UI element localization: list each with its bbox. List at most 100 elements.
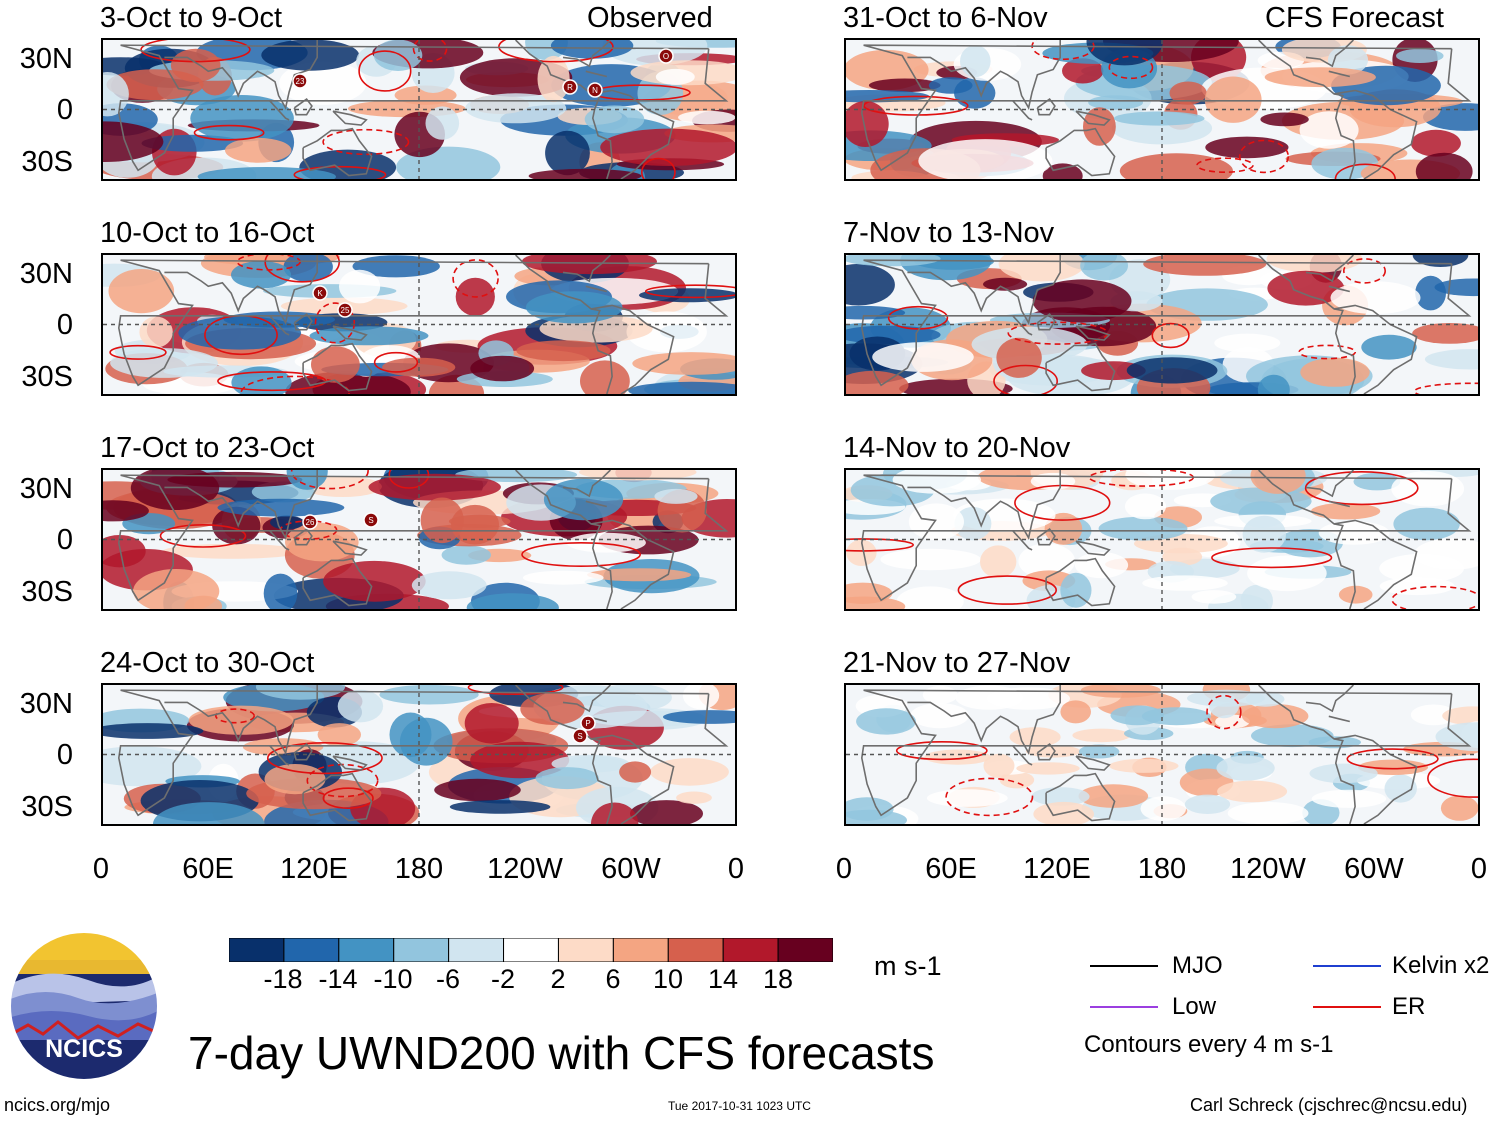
coastline	[562, 470, 611, 498]
figure-title: 7-day UWND200 with CFS forecasts	[188, 1027, 935, 1079]
wind-anomaly-blob	[1245, 691, 1285, 707]
wind-anomaly-blob	[908, 503, 964, 541]
column-header-observed: Observed	[587, 2, 713, 34]
wind-anomaly-blob	[103, 746, 202, 787]
website-link[interactable]: ncics.org/mjo	[4, 1095, 111, 1115]
storm-marker: O	[658, 48, 674, 64]
wind-anomaly-blob	[1412, 323, 1478, 344]
wind-anomaly-blob	[1119, 153, 1233, 179]
wind-anomaly-blob	[960, 45, 991, 78]
wind-anomaly-blob	[650, 758, 729, 786]
wind-anomaly-blob	[103, 500, 149, 522]
wind-anomaly-blob	[626, 311, 707, 353]
colorbar-swatch	[612, 937, 669, 963]
er-contour	[641, 157, 676, 179]
legend-label-low: Low	[1172, 993, 1217, 1020]
storm-marker: R	[562, 79, 578, 95]
wind-anomaly-blob	[1440, 795, 1478, 821]
wind-anomaly-blob	[323, 560, 426, 602]
coastline	[1258, 255, 1356, 394]
wind-anomaly-blob	[1083, 107, 1116, 146]
wind-anomaly-blob	[584, 105, 645, 134]
coastline	[269, 315, 290, 336]
wind-anomaly-blob	[880, 548, 981, 571]
lon-tick: 0	[92, 853, 110, 885]
coastline	[1012, 315, 1033, 336]
wind-anomaly-blob	[270, 515, 304, 530]
coastline	[1075, 325, 1111, 341]
coastline	[1012, 530, 1033, 551]
column-header-cfs-forecast: CFS Forecast	[1265, 2, 1444, 34]
lat-tick-0: 0	[56, 94, 73, 126]
er-contour	[1206, 694, 1242, 730]
wind-anomaly-blob	[1140, 796, 1187, 821]
coastline	[1328, 500, 1350, 508]
wind-anomaly-blob	[130, 470, 220, 510]
coastline	[1075, 540, 1111, 556]
wind-anomaly-blob	[339, 269, 381, 304]
coastline	[269, 745, 290, 766]
wind-anomaly-blob	[1169, 81, 1207, 105]
wind-anomaly-blob	[470, 355, 535, 382]
wind-anomaly-blob	[1209, 693, 1239, 719]
coastline	[562, 255, 611, 283]
wind-anomaly-blob	[1062, 58, 1104, 84]
wind-anomaly-blob	[178, 316, 302, 350]
wind-anomaly-blob	[535, 767, 599, 790]
legend-line-low	[1090, 1006, 1158, 1008]
wind-anomaly-blob	[368, 473, 501, 501]
coastline	[1328, 285, 1350, 293]
er-contour	[266, 741, 383, 775]
wind-anomaly-blob	[1424, 349, 1478, 370]
er-contour	[240, 375, 350, 394]
storm-marker: S	[363, 512, 379, 528]
map-panel-forecast-4	[844, 683, 1480, 826]
coastline	[907, 255, 1061, 325]
coastline	[590, 89, 675, 179]
wind-anomaly-blob	[389, 712, 432, 758]
wind-anomaly-blob	[1247, 555, 1327, 592]
lon-tick: 0	[835, 853, 853, 885]
coastline	[293, 743, 313, 761]
lat-tick-30n: 30N	[19, 43, 73, 75]
wind-anomaly-blob	[1214, 333, 1281, 353]
lat-tick-30n: 30N	[19, 688, 73, 720]
coastline	[269, 100, 290, 121]
wind-anomaly-blob	[373, 40, 423, 71]
wind-anomaly-blob	[1415, 275, 1446, 311]
coastline	[1045, 772, 1116, 822]
wind-anomaly-blob	[1125, 470, 1216, 490]
wind-anomaly-blob	[591, 802, 639, 824]
wind-anomaly-blob	[543, 478, 624, 521]
wind-anomaly-blob	[580, 360, 630, 394]
wind-anomaly-blob	[1042, 163, 1083, 179]
lat-tick-30n: 30N	[19, 473, 73, 505]
wind-anomaly-blob	[632, 352, 735, 375]
wind-anomaly-blob	[924, 749, 991, 765]
coastline	[860, 259, 1472, 387]
wind-anomaly-blob	[922, 685, 958, 704]
wind-anomaly-blob	[1113, 111, 1205, 126]
coastline	[269, 530, 290, 551]
lat-tick-30s: 30S	[21, 361, 73, 393]
wind-anomaly-blob	[470, 741, 570, 779]
coastline	[1036, 743, 1056, 761]
wind-anomaly-blob	[1072, 728, 1131, 743]
coastline	[1328, 70, 1350, 78]
lat-tick-0: 0	[56, 524, 73, 556]
er-contour	[498, 40, 614, 63]
coastline	[332, 755, 368, 771]
coastline	[332, 110, 368, 126]
coastline	[1258, 685, 1356, 824]
wind-anomaly-blob	[264, 764, 326, 795]
wind-anomaly-blob	[1210, 487, 1312, 516]
wind-anomaly-blob	[1410, 129, 1461, 157]
storm-marker: 26	[302, 514, 318, 530]
storm-marker-label: S	[368, 516, 373, 525]
wind-anomaly-blob	[1009, 727, 1061, 748]
coastline	[293, 313, 313, 331]
wind-anomaly-blob	[1442, 706, 1478, 726]
wind-anomaly-blob	[846, 539, 877, 566]
er-contour	[290, 470, 369, 490]
coastline	[1333, 519, 1418, 609]
